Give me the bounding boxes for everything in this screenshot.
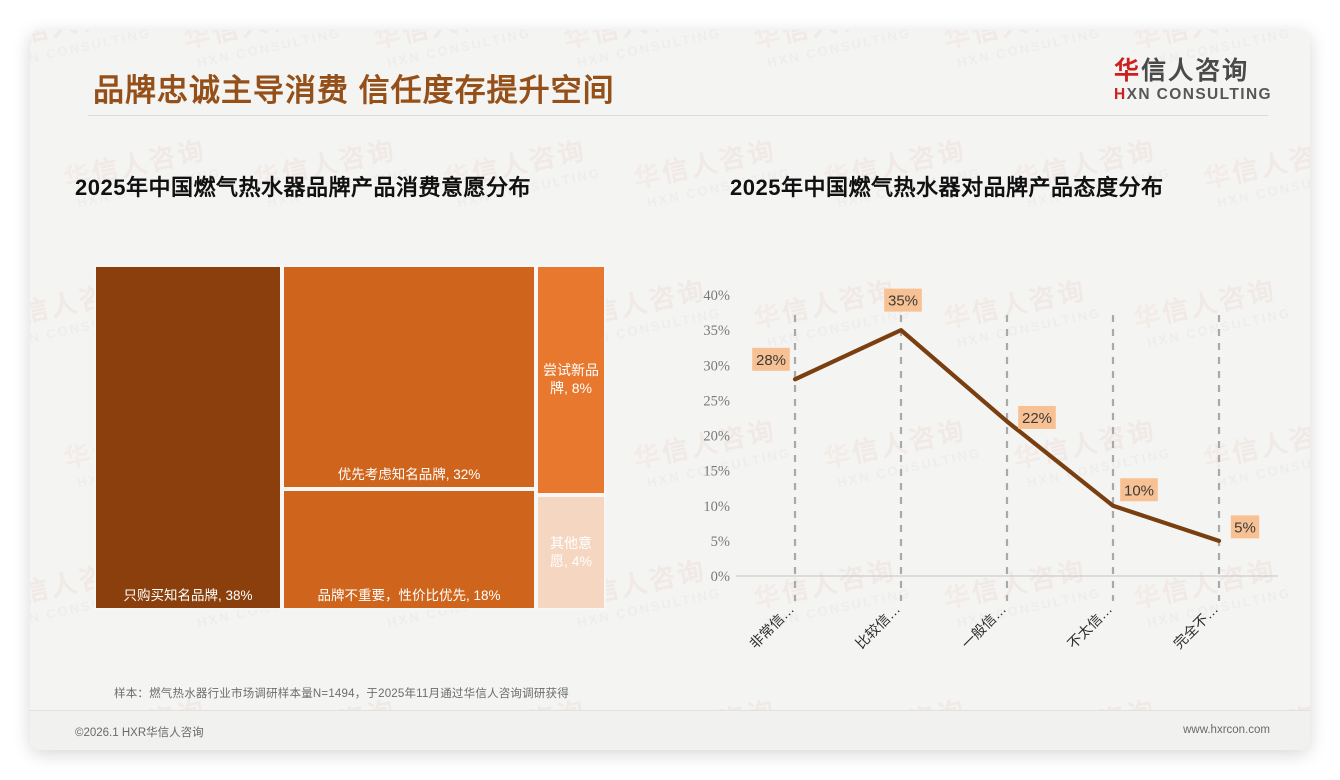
- header-divider: [88, 115, 1268, 116]
- source-footnote: 样本：燃气热水器行业市场调研样本量N=1494，于2025年11月通过华信人咨询…: [114, 688, 569, 700]
- data-label: 10%: [1120, 478, 1158, 502]
- data-label-bg: [1018, 405, 1056, 429]
- x-axis-tick-label: 一般信…: [958, 601, 1009, 652]
- website-text: www.hxrcon.com: [1183, 724, 1270, 736]
- treemap-chart: 只购买知名品牌, 38% 优先考虑知名品牌, 32% 品牌不重要，性价比优先, …: [94, 265, 606, 610]
- treemap-cell[interactable]: 品牌不重要，性价比优先, 18%: [282, 489, 536, 610]
- watermark-en: HXN CONSULTING: [1215, 164, 1310, 211]
- data-label: 5%: [1230, 515, 1260, 539]
- x-axis-tick-label: 完全不…: [1170, 601, 1221, 652]
- y-axis-tick-label: 40%: [703, 288, 730, 304]
- y-axis-tick-label: 5%: [711, 534, 730, 550]
- y-axis-tick-label: 30%: [703, 358, 730, 374]
- data-label-text: 5%: [1234, 519, 1256, 536]
- x-axis-tick-label: 比较信…: [852, 601, 903, 652]
- logo-english: HXN CONSULTING: [1114, 86, 1272, 104]
- logo-en-rest: XN CONSULTING: [1126, 86, 1272, 104]
- logo-chinese: 华信人咨询: [1114, 58, 1272, 84]
- logo-cn-rest: 信人咨询: [1141, 57, 1250, 85]
- data-label-text: 28%: [756, 352, 786, 369]
- data-label-text: 35%: [888, 293, 918, 310]
- data-label: 22%: [1018, 405, 1056, 429]
- line-series: [792, 328, 1222, 543]
- treemap-cell[interactable]: 只购买知名品牌, 38%: [94, 265, 282, 610]
- data-label-text: 10%: [1124, 482, 1154, 499]
- y-axis-tick-label: 15%: [703, 464, 730, 480]
- treemap-cell-label: 只购买知名品牌, 38%: [123, 587, 253, 603]
- slide-footer: ©2026.1 HXR华信人咨询 www.hxrcon.com: [30, 711, 1310, 750]
- slide-header: 品牌忠诚主导消费 信任度存提升空间 华信人咨询 HXN CONSULTING: [30, 30, 1310, 116]
- company-logo: 华信人咨询 HXN CONSULTING: [1114, 58, 1272, 104]
- treemap-cell[interactable]: 其他意愿, 4%: [536, 495, 606, 610]
- x-axis-tick-label: 不太信…: [1064, 601, 1115, 652]
- treemap-cell-label: 优先考虑知名品牌, 32%: [337, 466, 481, 482]
- y-axis-tick-label: 0%: [711, 569, 730, 585]
- data-label-text: 22%: [1022, 410, 1052, 427]
- line-chart-svg: 0% 5% 10% 15% 20% 25% 30% 35% 40% 28% 35% 22% 10% 5% 非…: [703, 288, 1278, 652]
- data-label-bg: [1120, 478, 1158, 502]
- data-label-bg: [884, 288, 922, 312]
- data-label: 35%: [884, 288, 922, 312]
- x-axis-tick-label: 非常信…: [746, 601, 797, 652]
- data-label: 28%: [752, 347, 790, 371]
- footer-divider: [30, 710, 1310, 711]
- treemap-cell-label: 尝试新品牌, 8%: [543, 362, 599, 396]
- left-chart-title: 2025年中国燃气热水器品牌产品消费意愿分布: [75, 175, 531, 200]
- treemap-cell-label: 其他意愿, 4%: [549, 534, 592, 569]
- treemap-cell-label: 品牌不重要，性价比优先, 18%: [317, 587, 501, 603]
- y-axis-tick-label: 20%: [703, 429, 730, 445]
- logo-en-accent: H: [1114, 86, 1127, 104]
- data-label-bg: [1230, 515, 1260, 539]
- page-title: 品牌忠诚主导消费 信任度存提升空间: [93, 73, 615, 108]
- line-chart: 0% 5% 10% 15% 20% 25% 30% 35% 40% 28% 35% 22% 10% 5% 非…: [660, 265, 1280, 655]
- watermark-cn: 华信人咨询: [1201, 134, 1310, 195]
- y-axis-tick-label: 10%: [703, 499, 730, 515]
- copyright-text: ©2026.1 HXR华信人咨询: [75, 727, 204, 739]
- treemap-cell[interactable]: 尝试新品牌, 8%: [536, 265, 606, 495]
- treemap-cell[interactable]: 优先考虑知名品牌, 32%: [282, 265, 536, 489]
- data-label-bg: [752, 347, 790, 371]
- y-axis-tick-label: 25%: [703, 393, 730, 409]
- y-axis-tick-label: 35%: [703, 323, 730, 339]
- right-chart-title: 2025年中国燃气热水器对品牌产品态度分布: [730, 175, 1164, 200]
- logo-cn-accent: 华: [1114, 57, 1142, 85]
